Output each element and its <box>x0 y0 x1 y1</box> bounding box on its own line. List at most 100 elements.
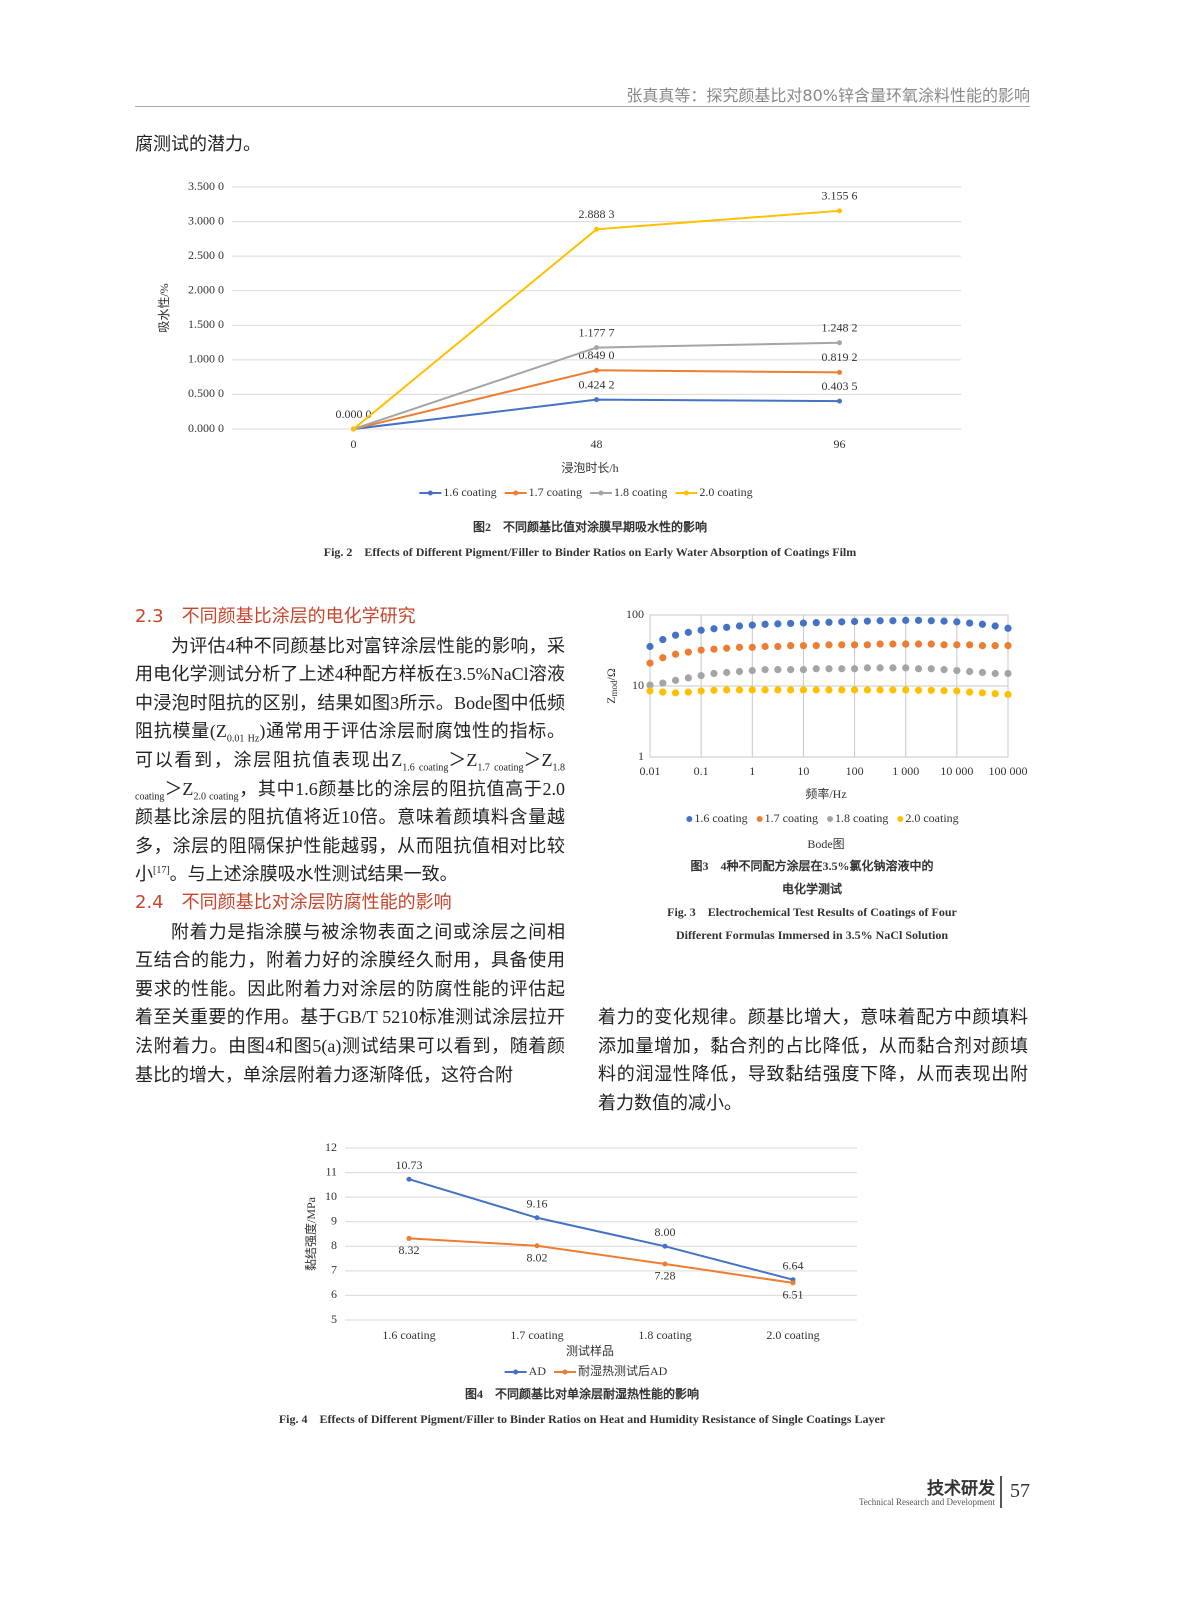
data-label: 10.73 <box>396 1158 423 1172</box>
data-point <box>761 686 769 694</box>
data-point <box>1004 690 1012 699</box>
data-point <box>748 621 756 629</box>
data-point <box>594 226 599 232</box>
text-run: [17] <box>153 865 170 877</box>
data-point <box>646 687 654 695</box>
legend: AD 耐湿热测试后AD <box>504 1363 668 1378</box>
x-tick-label: 10 000 <box>940 764 973 778</box>
data-point <box>876 617 884 625</box>
data-point <box>594 345 599 351</box>
y-tick-label: 6 <box>331 1287 337 1301</box>
data-point <box>735 686 744 694</box>
data-point <box>991 690 999 698</box>
legend-swatch <box>683 490 689 496</box>
x-axis-title: 浸泡时长/h <box>561 461 618 475</box>
text-run: ＞Z <box>164 778 194 799</box>
x-tick-label: 2.0 coating <box>766 1328 819 1342</box>
legend-swatch <box>756 816 763 822</box>
data-point <box>646 642 654 651</box>
data-point <box>774 666 782 674</box>
x-tick-label: 0 <box>351 437 357 451</box>
data-point <box>902 640 910 648</box>
data-point <box>710 686 718 694</box>
y-tick-label: 12 <box>325 1140 337 1154</box>
y-tick-label: 1.000 0 <box>188 352 224 366</box>
text-run: 1.8 coating <box>135 762 566 803</box>
data-point <box>774 686 782 694</box>
y-tick-label: 3.000 0 <box>188 213 224 227</box>
data-point <box>799 686 808 694</box>
data-point <box>825 665 833 673</box>
data-point <box>1004 669 1012 678</box>
y-axis-title: Zmod/Ω <box>604 668 619 704</box>
data-point <box>876 664 884 672</box>
data-point <box>659 654 667 662</box>
y-tick-label: 0.000 0 <box>188 421 224 435</box>
data-point <box>671 689 680 697</box>
data-point <box>902 664 910 672</box>
data-point <box>662 1261 668 1267</box>
data-point <box>914 640 923 648</box>
section-heading: 2.4 不同颜基比对涂层防腐性能的影响 <box>135 891 452 913</box>
y-tick-label: 10 <box>325 1189 337 1203</box>
data-point <box>748 686 756 694</box>
footer-bar <box>1000 1476 1002 1508</box>
paragraph: 附着力是指涂膜与被涂物表面之间或涂层之间相互结合的能力，附着力好的涂膜经久耐用，… <box>135 918 565 1090</box>
data-point <box>850 665 859 673</box>
data-point <box>787 666 795 674</box>
data-point <box>837 369 842 375</box>
data-point <box>838 618 846 626</box>
data-point <box>850 617 859 626</box>
data-point <box>812 642 820 650</box>
x-tick-label: 1.7 coating <box>510 1328 563 1342</box>
data-point <box>889 640 897 648</box>
data-label: 6.51 <box>783 1288 804 1302</box>
data-point <box>940 687 948 695</box>
data-point <box>966 619 974 627</box>
data-label: 0.403 5 <box>822 379 858 393</box>
figure-caption: Fig. 4 Effects of Different Pigment/Fill… <box>279 1412 886 1426</box>
data-point <box>684 628 692 636</box>
data-point <box>889 617 897 625</box>
y-tick-label: 1 <box>638 749 644 763</box>
data-point <box>863 617 871 625</box>
data-point <box>838 665 846 673</box>
data-point <box>710 669 718 678</box>
legend-label: 耐湿热测试后AD <box>578 1363 668 1378</box>
x-tick-label: 1 000 <box>892 764 919 778</box>
text-run: 0.01 Hz <box>226 733 260 745</box>
text-run: 1.7 coating <box>477 762 524 774</box>
data-point <box>662 1243 668 1249</box>
data-point <box>914 616 923 624</box>
text-run: 附着力是指涂膜与被涂物表面之间或涂层之间相互结合的能力，附着力好的涂膜经久耐用，… <box>135 921 565 1085</box>
data-point <box>799 642 808 650</box>
data-point <box>850 641 859 649</box>
x-tick-label: 1 <box>749 764 755 778</box>
figure-caption: Fig. 3 Electrochemical Test Results of C… <box>667 905 957 919</box>
text-run: ＞Z <box>523 749 553 770</box>
text-run: 黏结强度/MPa <box>303 1196 318 1271</box>
data-point <box>991 642 999 650</box>
data-point <box>863 686 871 694</box>
data-point <box>723 686 731 694</box>
data-point <box>787 619 795 628</box>
data-label: 8.32 <box>399 1243 420 1257</box>
data-point <box>812 686 820 694</box>
text-run: ＞Z <box>448 749 478 770</box>
data-point <box>876 686 884 694</box>
legend-swatch <box>562 1369 568 1375</box>
data-point <box>966 688 974 696</box>
x-tick-label: 1.8 coating <box>638 1328 691 1342</box>
data-point <box>927 686 935 694</box>
data-point <box>966 641 974 649</box>
paragraph: 为评估4种不同颜基比对富锌涂层性能的影响，采用电化学测试分析了上述4种配方样板在… <box>135 632 565 889</box>
data-point <box>748 643 756 651</box>
data-point <box>684 648 692 656</box>
data-point <box>787 642 795 650</box>
section-heading: 2.3 不同颜基比涂层的电化学研究 <box>135 606 416 627</box>
data-point <box>863 641 871 649</box>
data-point <box>406 1235 412 1241</box>
data-point <box>671 631 680 639</box>
